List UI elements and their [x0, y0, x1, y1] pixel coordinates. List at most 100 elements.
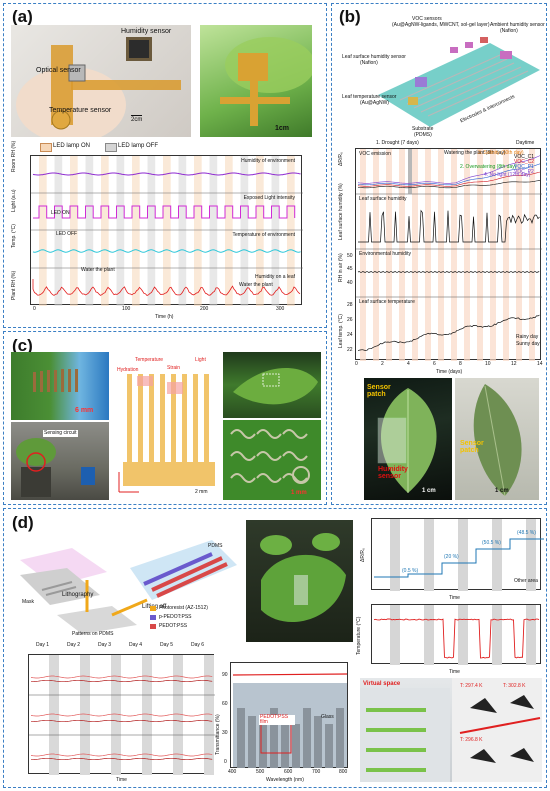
- sensor-hand-illustration: [11, 25, 191, 137]
- a-led-band: [225, 156, 233, 306]
- virtual-t1: T: 297.4 K: [460, 684, 483, 689]
- leaf-temp-line: [358, 315, 540, 351]
- humidity-sensor-label-b: Humidity sensor: [378, 466, 418, 480]
- lithography-label: Lithography: [62, 592, 93, 598]
- a-led-band: [86, 156, 94, 306]
- panel-label-a: (a): [10, 8, 35, 26]
- leaf-humidity-line: [358, 211, 540, 242]
- a-xtick-100: 100: [122, 307, 130, 312]
- photoresist-swatch: [150, 606, 156, 611]
- b-xlabel: Time (days): [436, 370, 462, 375]
- serpentine-trace: [283, 452, 307, 460]
- d-rt-xlabel: Time: [449, 596, 460, 601]
- rt-label-3: (50.5 %): [482, 541, 501, 546]
- c-plant-circuit-photo: Sensing circuit: [11, 422, 109, 500]
- d-days-chart: [28, 654, 214, 774]
- d-days-header: Day 1 Day 2 Day 3 Day 4 Day 5 Day 6: [28, 643, 213, 651]
- leaf-sensor-illustration: [200, 25, 312, 137]
- a-led-band: [179, 156, 187, 306]
- daytime-label: Daytime: [516, 141, 534, 146]
- electrode-trace: [138, 374, 143, 462]
- night-band: [390, 605, 400, 665]
- tr-ylabel: Transmittance (%): [216, 714, 221, 755]
- voc-legend-p2: VOC_P2: [514, 170, 534, 175]
- env-hum-title: Environmental humidity: [359, 252, 411, 257]
- tr-xtick-800: 800: [339, 770, 347, 775]
- serpentine-trace: [283, 430, 307, 438]
- b-xtick: 4: [407, 362, 410, 367]
- row1-title: Humidity of environment: [241, 159, 295, 164]
- tr-xtick-500: 500: [256, 770, 264, 775]
- electrode-trace: [127, 374, 132, 462]
- c-zoom-photo: 1 mm: [223, 420, 321, 500]
- rt-label-1: (0.5 %): [402, 569, 418, 574]
- b-stacked-plot: VOC emission Watering the plant (8th day…: [355, 148, 541, 360]
- a-ylabel-3: Temp. (°C): [12, 224, 17, 248]
- d-days-svg: [29, 655, 215, 775]
- led-on-annotation: LED ON: [51, 211, 70, 216]
- temp-sensor-zone: [137, 376, 153, 386]
- b-daytime-band: [529, 149, 535, 361]
- hydration-label: Hydration: [117, 368, 138, 373]
- leaf-hum-sub: (Nafion): [360, 61, 378, 66]
- night-band: [142, 655, 152, 775]
- night-band: [204, 655, 214, 775]
- temperature-label-c: Temperature: [135, 358, 163, 363]
- night-band: [458, 519, 468, 591]
- leaf-temp-sub: (Au@AgNW): [360, 101, 389, 106]
- virtual-t2: T: 302.8 K: [503, 684, 526, 689]
- d-plant-photo: [246, 520, 353, 642]
- ppedot-label: p-PEDOT:PSS: [159, 615, 192, 620]
- night-band: [111, 655, 121, 775]
- d-rm-ylabel: Temperature (°C): [357, 617, 362, 655]
- electrode-trace: [149, 374, 154, 462]
- transmittance-line: [233, 674, 347, 675]
- glass-label: Glass: [321, 715, 334, 720]
- virtual-space-title: Virtual space: [363, 681, 400, 687]
- sensor-hand-photo: Humidity sensor Optical sensor Temperatu…: [11, 25, 191, 137]
- optical-sensor-label: Optical sensor: [36, 67, 81, 74]
- b-voc-ylabel: ΔR/R₀: [339, 152, 344, 166]
- led-on-label: LED lamp ON: [53, 143, 90, 149]
- tr-ytick-90: 90: [222, 673, 228, 678]
- serpentine-trace: [231, 452, 255, 460]
- b-device-diagram: VOC sensors (Au@AgNW-ligands, MWCNT, sol…: [340, 15, 545, 140]
- a-led-band: [132, 156, 140, 306]
- c-pattern-diagram: Hydration Temperature Strain Light 2 mm: [115, 352, 219, 500]
- c-pattern-svg: [115, 352, 219, 500]
- day5: Day 5: [160, 643, 173, 648]
- drought-label: 1. Drought (7 days): [376, 141, 419, 146]
- b-xtick: 10: [485, 362, 491, 367]
- film-label: PEDOT:PSS film: [259, 715, 295, 725]
- d-rt-ylabel: ΔR/R₀: [361, 548, 366, 562]
- pedot-swatch: [150, 624, 156, 629]
- a-led-band: [163, 156, 171, 306]
- voc-sensors-sub: (Au@AgNW-ligands, MWCNT, sol-gel layer): [392, 23, 490, 28]
- c-electrode-strips: [11, 352, 109, 420]
- night-band: [424, 605, 434, 665]
- night-band: [390, 519, 400, 591]
- serpentine-trace: [231, 474, 255, 482]
- voc-series-line: [358, 180, 540, 188]
- b-xtick: 14: [537, 362, 543, 367]
- ambient-sub: (Nafion): [500, 29, 518, 34]
- night-band: [526, 605, 536, 665]
- b-daytime-band: [438, 149, 444, 361]
- rt-label-4: (48.5 %): [517, 531, 536, 536]
- electrode-trace: [204, 374, 209, 462]
- serpentine-trace: [257, 452, 281, 460]
- b-leaftemp-ytick-24: 24: [347, 333, 353, 338]
- panel-a-timeseries: Humidity of environment Exposed Light in…: [30, 155, 302, 305]
- b-envhum-ytick-40: 40: [347, 281, 353, 286]
- b-daytime-band: [412, 149, 418, 361]
- sensing-circuit-label: Sensing circuit: [43, 430, 78, 437]
- b-envhum-ytick-50: 50: [347, 254, 353, 259]
- d-temp-chart: [371, 604, 541, 664]
- row2-title: Exposed Light intensity: [244, 196, 295, 201]
- sensor-patch-label-2: Sensor patch: [460, 440, 500, 454]
- d-transmittance-chart: PEDOT:PSS film Glass: [230, 662, 348, 768]
- virtual-t3: T: 296.8 K: [460, 738, 483, 743]
- row3-title: Temperature of environment: [232, 233, 295, 238]
- water-annotation-2: Water the plant: [239, 283, 273, 288]
- building: [292, 724, 300, 768]
